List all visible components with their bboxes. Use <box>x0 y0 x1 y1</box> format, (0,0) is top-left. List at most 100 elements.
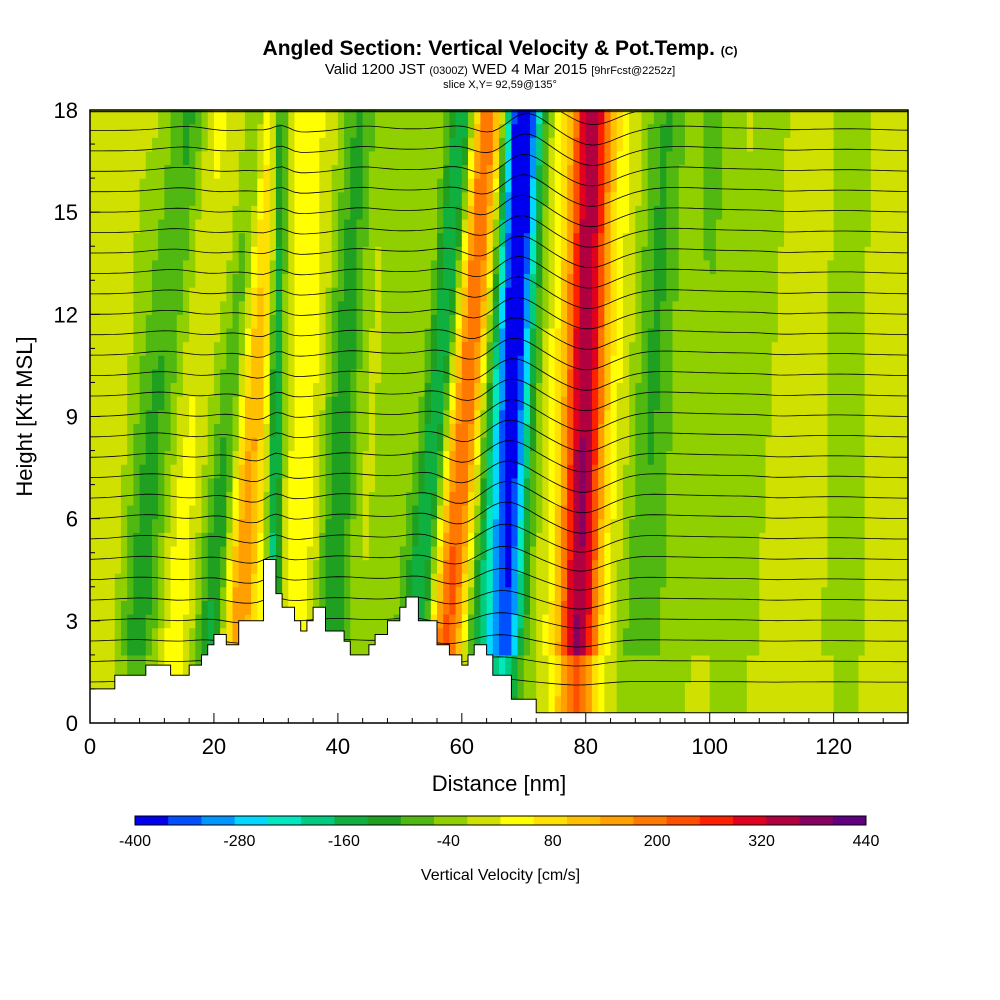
field-cell <box>300 314 308 329</box>
field-cell <box>331 436 339 452</box>
field-cell <box>449 505 457 520</box>
field-cell <box>771 396 779 411</box>
field-cell <box>771 600 779 615</box>
field-cell <box>337 246 345 261</box>
field-cell <box>294 178 302 193</box>
field-cell <box>678 518 686 533</box>
field-cell <box>325 273 333 288</box>
field-cell <box>102 382 110 397</box>
field-cell <box>362 423 370 438</box>
field-cell <box>722 695 729 710</box>
field-cell <box>430 232 438 247</box>
field-cell <box>492 164 500 179</box>
field-cell <box>691 505 698 520</box>
field-cell <box>666 668 674 683</box>
field-cell <box>622 695 630 710</box>
field-cell <box>182 273 190 288</box>
field-cell <box>201 436 209 452</box>
field-cell <box>722 559 729 574</box>
field-cell <box>350 355 358 370</box>
field-cell <box>579 491 587 506</box>
field-cell <box>728 614 736 629</box>
field-cell <box>201 423 209 438</box>
field-cell <box>182 150 190 166</box>
field-cell <box>666 341 674 356</box>
field-cell <box>399 110 407 125</box>
field-cell <box>108 178 116 193</box>
field-cell <box>616 409 624 424</box>
field-cell <box>133 654 141 670</box>
field-cell <box>393 505 401 520</box>
field-cell <box>232 586 240 601</box>
field-cell <box>139 327 147 343</box>
field-cell <box>294 191 302 206</box>
field-cell <box>591 464 599 479</box>
field-cell <box>684 355 692 370</box>
field-cell <box>684 491 692 506</box>
field-cell <box>678 300 686 315</box>
field-cell <box>418 450 426 465</box>
field-cell <box>660 450 667 465</box>
field-cell <box>573 259 581 275</box>
field-cell <box>461 300 469 315</box>
field-cell <box>616 518 624 533</box>
field-cell <box>647 191 655 206</box>
field-cell <box>337 600 345 615</box>
field-cell <box>746 382 754 397</box>
field-cell <box>437 573 444 588</box>
field-cell <box>703 491 711 506</box>
field-cell <box>610 627 618 642</box>
field-cell <box>300 355 308 370</box>
field-cell <box>554 600 562 615</box>
field-cell <box>344 368 351 384</box>
field-cell <box>232 559 240 574</box>
field-cell <box>505 600 512 615</box>
field-cell <box>151 559 159 574</box>
field-cell <box>275 178 283 193</box>
field-cell <box>151 368 159 384</box>
field-cell <box>715 191 723 206</box>
field-cell <box>114 205 122 220</box>
field-cell <box>232 287 240 302</box>
field-cell <box>753 110 760 125</box>
field-cell <box>499 545 506 561</box>
field-cell <box>604 123 612 138</box>
field-cell <box>344 423 351 438</box>
field-cell <box>461 573 469 588</box>
field-cell <box>170 246 178 261</box>
field-cell <box>697 450 705 465</box>
field-cell <box>728 409 736 424</box>
field-cell <box>647 436 655 452</box>
field-cell <box>672 668 680 683</box>
field-cell <box>139 505 147 520</box>
field-cell <box>647 232 655 247</box>
field-cell <box>499 218 506 234</box>
field-cell <box>567 573 574 588</box>
field-cell <box>244 396 252 411</box>
field-cell <box>406 409 413 424</box>
field-cell <box>715 450 723 465</box>
field-cell <box>337 341 345 356</box>
field-cell <box>573 477 581 493</box>
field-cell <box>672 218 680 234</box>
field-cell <box>672 396 680 411</box>
field-cell <box>492 491 500 506</box>
field-cell <box>728 464 736 479</box>
field-cell <box>449 614 457 629</box>
field-cell <box>263 205 271 220</box>
field-cell <box>753 518 760 533</box>
field-cell <box>703 586 711 601</box>
field-cell <box>715 559 723 574</box>
field-cell <box>635 205 643 220</box>
field-cell <box>529 218 537 234</box>
field-cell <box>753 355 760 370</box>
field-cell <box>213 355 221 370</box>
field-cell <box>108 505 116 520</box>
field-cell <box>499 232 506 247</box>
field-cell <box>703 505 711 520</box>
field-cell <box>591 164 599 179</box>
field-cell <box>356 382 364 397</box>
field-cell <box>275 123 283 138</box>
field-cell <box>499 559 506 574</box>
field-cell <box>344 464 351 479</box>
